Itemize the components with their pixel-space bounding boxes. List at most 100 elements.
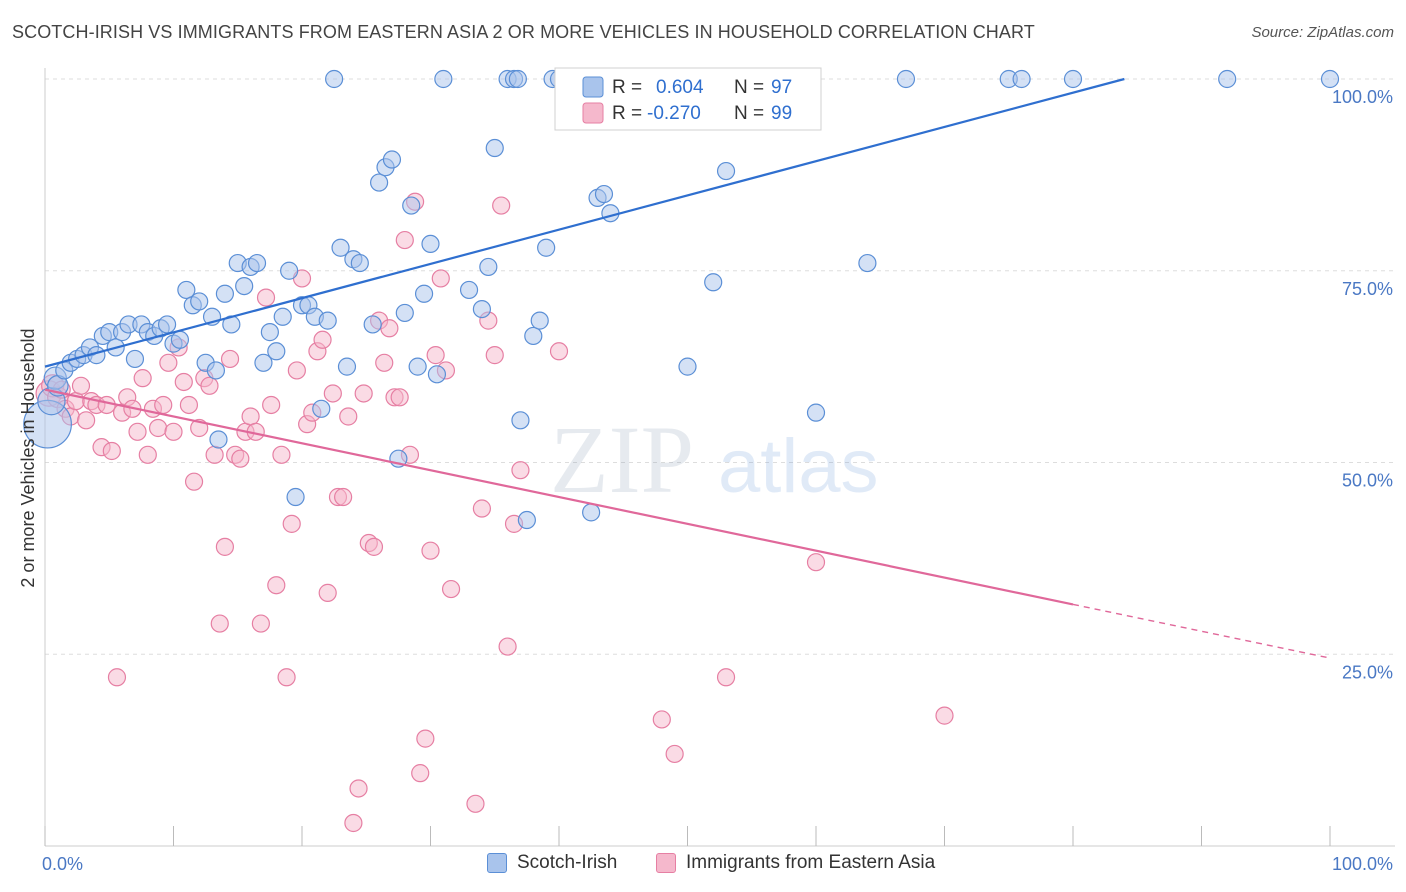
scotch-irish-point — [247, 253, 267, 273]
immigrants-eastern-asia-point — [354, 384, 373, 403]
scotch-irish-point — [511, 411, 530, 430]
immigrants-eastern-asia-point — [364, 537, 384, 556]
immigrants-eastern-asia-point — [251, 614, 270, 633]
immigrants-eastern-asia-point — [334, 487, 353, 507]
legend-r-value-2: -0.270 — [647, 103, 701, 124]
scotch-irish-point — [312, 399, 331, 418]
watermark-zip: ZIP — [550, 406, 694, 513]
immigrants-eastern-asia-point — [349, 779, 368, 798]
immigrants-eastern-asia-point — [313, 330, 332, 349]
legend-item-scotch-irish[interactable]: Scotch-Irish — [487, 852, 617, 874]
scotch-irish-point — [414, 284, 434, 303]
immigrants-eastern-asia-point — [441, 579, 461, 599]
scotch-irish-point — [286, 487, 305, 507]
scotch-irish-point — [434, 69, 453, 89]
scotch-irish-point — [170, 330, 190, 349]
immigrants-eastern-asia-point — [485, 346, 504, 365]
scotch-irish-point — [331, 238, 350, 257]
immigrants-eastern-asia-point — [466, 794, 485, 813]
immigrants-eastern-asia-point — [179, 395, 199, 415]
immigrants-eastern-asia-point — [159, 353, 178, 372]
scotch-irish-point — [1063, 69, 1083, 89]
scotch-irish-point — [517, 510, 536, 530]
y-tick-label-3: 100.0% — [1332, 87, 1393, 107]
watermark: ZIP atlas — [550, 406, 879, 513]
immigrants-eastern-asia-point — [200, 376, 219, 395]
immigrants-eastern-asia-point — [256, 288, 276, 307]
y-tick-label-0: 25.0% — [1342, 662, 1393, 682]
immigrants-eastern-asia-point — [205, 445, 224, 464]
immigrants-eastern-asia-point — [492, 196, 511, 215]
legend-r-label-2: R = — [612, 103, 642, 124]
immigrants-eastern-asia-point — [97, 395, 116, 415]
scotch-irish-point — [858, 253, 877, 273]
legend-r-label-1: R = — [612, 77, 642, 98]
immigrants-eastern-asia-point — [148, 418, 168, 438]
scotch-irish-point — [325, 69, 344, 89]
immigrants-eastern-asia-point — [272, 445, 291, 464]
immigrants-eastern-asia-point — [806, 553, 826, 572]
scotch-irish-point — [582, 503, 601, 522]
scotch-irish-point — [485, 138, 504, 158]
immigrants-eastern-asia-point — [77, 411, 96, 430]
chart-title: SCOTCH-IRISH VS IMMIGRANTS FROM EASTERN … — [12, 22, 1035, 42]
immigrants-eastern-asia-point — [128, 422, 147, 441]
immigrants-eastern-asia-point — [241, 407, 260, 426]
legend-swatch-blue — [582, 76, 604, 98]
immigrants-eastern-asia-point — [421, 541, 440, 560]
scotch-irish-point — [524, 326, 543, 346]
scotch-irish-point — [806, 403, 826, 422]
immigrants-eastern-asia-point — [210, 614, 229, 633]
tick-labels: 25.0% 50.0% 75.0% 100.0% 0.0% 100.0% — [42, 87, 1393, 874]
immigrants-eastern-asia-point — [318, 583, 337, 602]
scotch-irish-point — [459, 280, 479, 300]
immigrants-eastern-asia-point — [184, 472, 204, 491]
immigrants-eastern-asia-point — [277, 668, 296, 687]
scotch-irish-point — [254, 353, 273, 372]
scotch-irish-point — [472, 300, 491, 319]
scotch-irish-point — [537, 238, 556, 257]
immigrants-eastern-asia-point — [431, 269, 450, 288]
scotch-irish-point — [190, 292, 209, 311]
trend-line-immigrants-eastern-asia-extension — [1072, 603, 1331, 659]
immigrants-eastern-asia-point — [652, 710, 671, 729]
watermark-atlas: atlas — [718, 424, 879, 509]
scotch-irish-point — [209, 430, 228, 449]
immigrants-eastern-asia-point — [549, 342, 569, 361]
legend-r-value-1: 0.604 — [656, 77, 704, 98]
y-tick-label-1: 50.0% — [1342, 471, 1393, 491]
immigrants-eastern-asia-point — [215, 537, 234, 556]
immigrants-eastern-asia-point — [231, 449, 250, 468]
immigrants-eastern-asia-point — [375, 353, 394, 372]
immigrants-eastern-asia-point — [339, 407, 358, 426]
x-tick-label-1: 100.0% — [1332, 854, 1393, 874]
immigrants-eastern-asia-point — [498, 637, 517, 656]
legend-label-immigrants-eastern-asia: Immigrants from Eastern Asia — [686, 852, 936, 873]
immigrants-eastern-asia-point — [102, 441, 121, 461]
legend-n-label-2: N = — [734, 103, 764, 124]
scotch-irish-point — [421, 234, 440, 254]
scotch-irish-point — [896, 69, 916, 89]
scotch-irish-point — [337, 357, 357, 376]
scotch-irish-point — [395, 303, 414, 323]
scotch-irish-point — [273, 307, 292, 326]
scotch-irish-point — [318, 311, 337, 330]
scotch-irish-point — [260, 323, 279, 342]
scotch-irish-point — [267, 342, 286, 361]
legend-bottom: Scotch-Irish Immigrants from Eastern Asi… — [0, 850, 1406, 880]
immigrants-eastern-asia-point — [935, 706, 954, 725]
scotch-irish-point — [215, 284, 234, 303]
scotch-irish-point — [530, 311, 549, 330]
immigrants-eastern-asia-point — [395, 230, 414, 250]
scotch-irish-point — [206, 361, 226, 380]
legend-n-label-1: N = — [734, 77, 764, 98]
immigrants-eastern-asia-point — [390, 388, 409, 407]
legend-n-value-2: 99 — [771, 103, 792, 124]
scotch-irish-point — [408, 357, 427, 376]
immigrants-eastern-asia-point — [282, 514, 301, 533]
immigrants-eastern-asia-point — [287, 361, 306, 380]
axes — [44, 68, 1395, 847]
scotch-irish-point — [508, 69, 527, 89]
legend-item-immigrants-eastern-asia[interactable]: Immigrants from Eastern Asia — [656, 852, 935, 874]
